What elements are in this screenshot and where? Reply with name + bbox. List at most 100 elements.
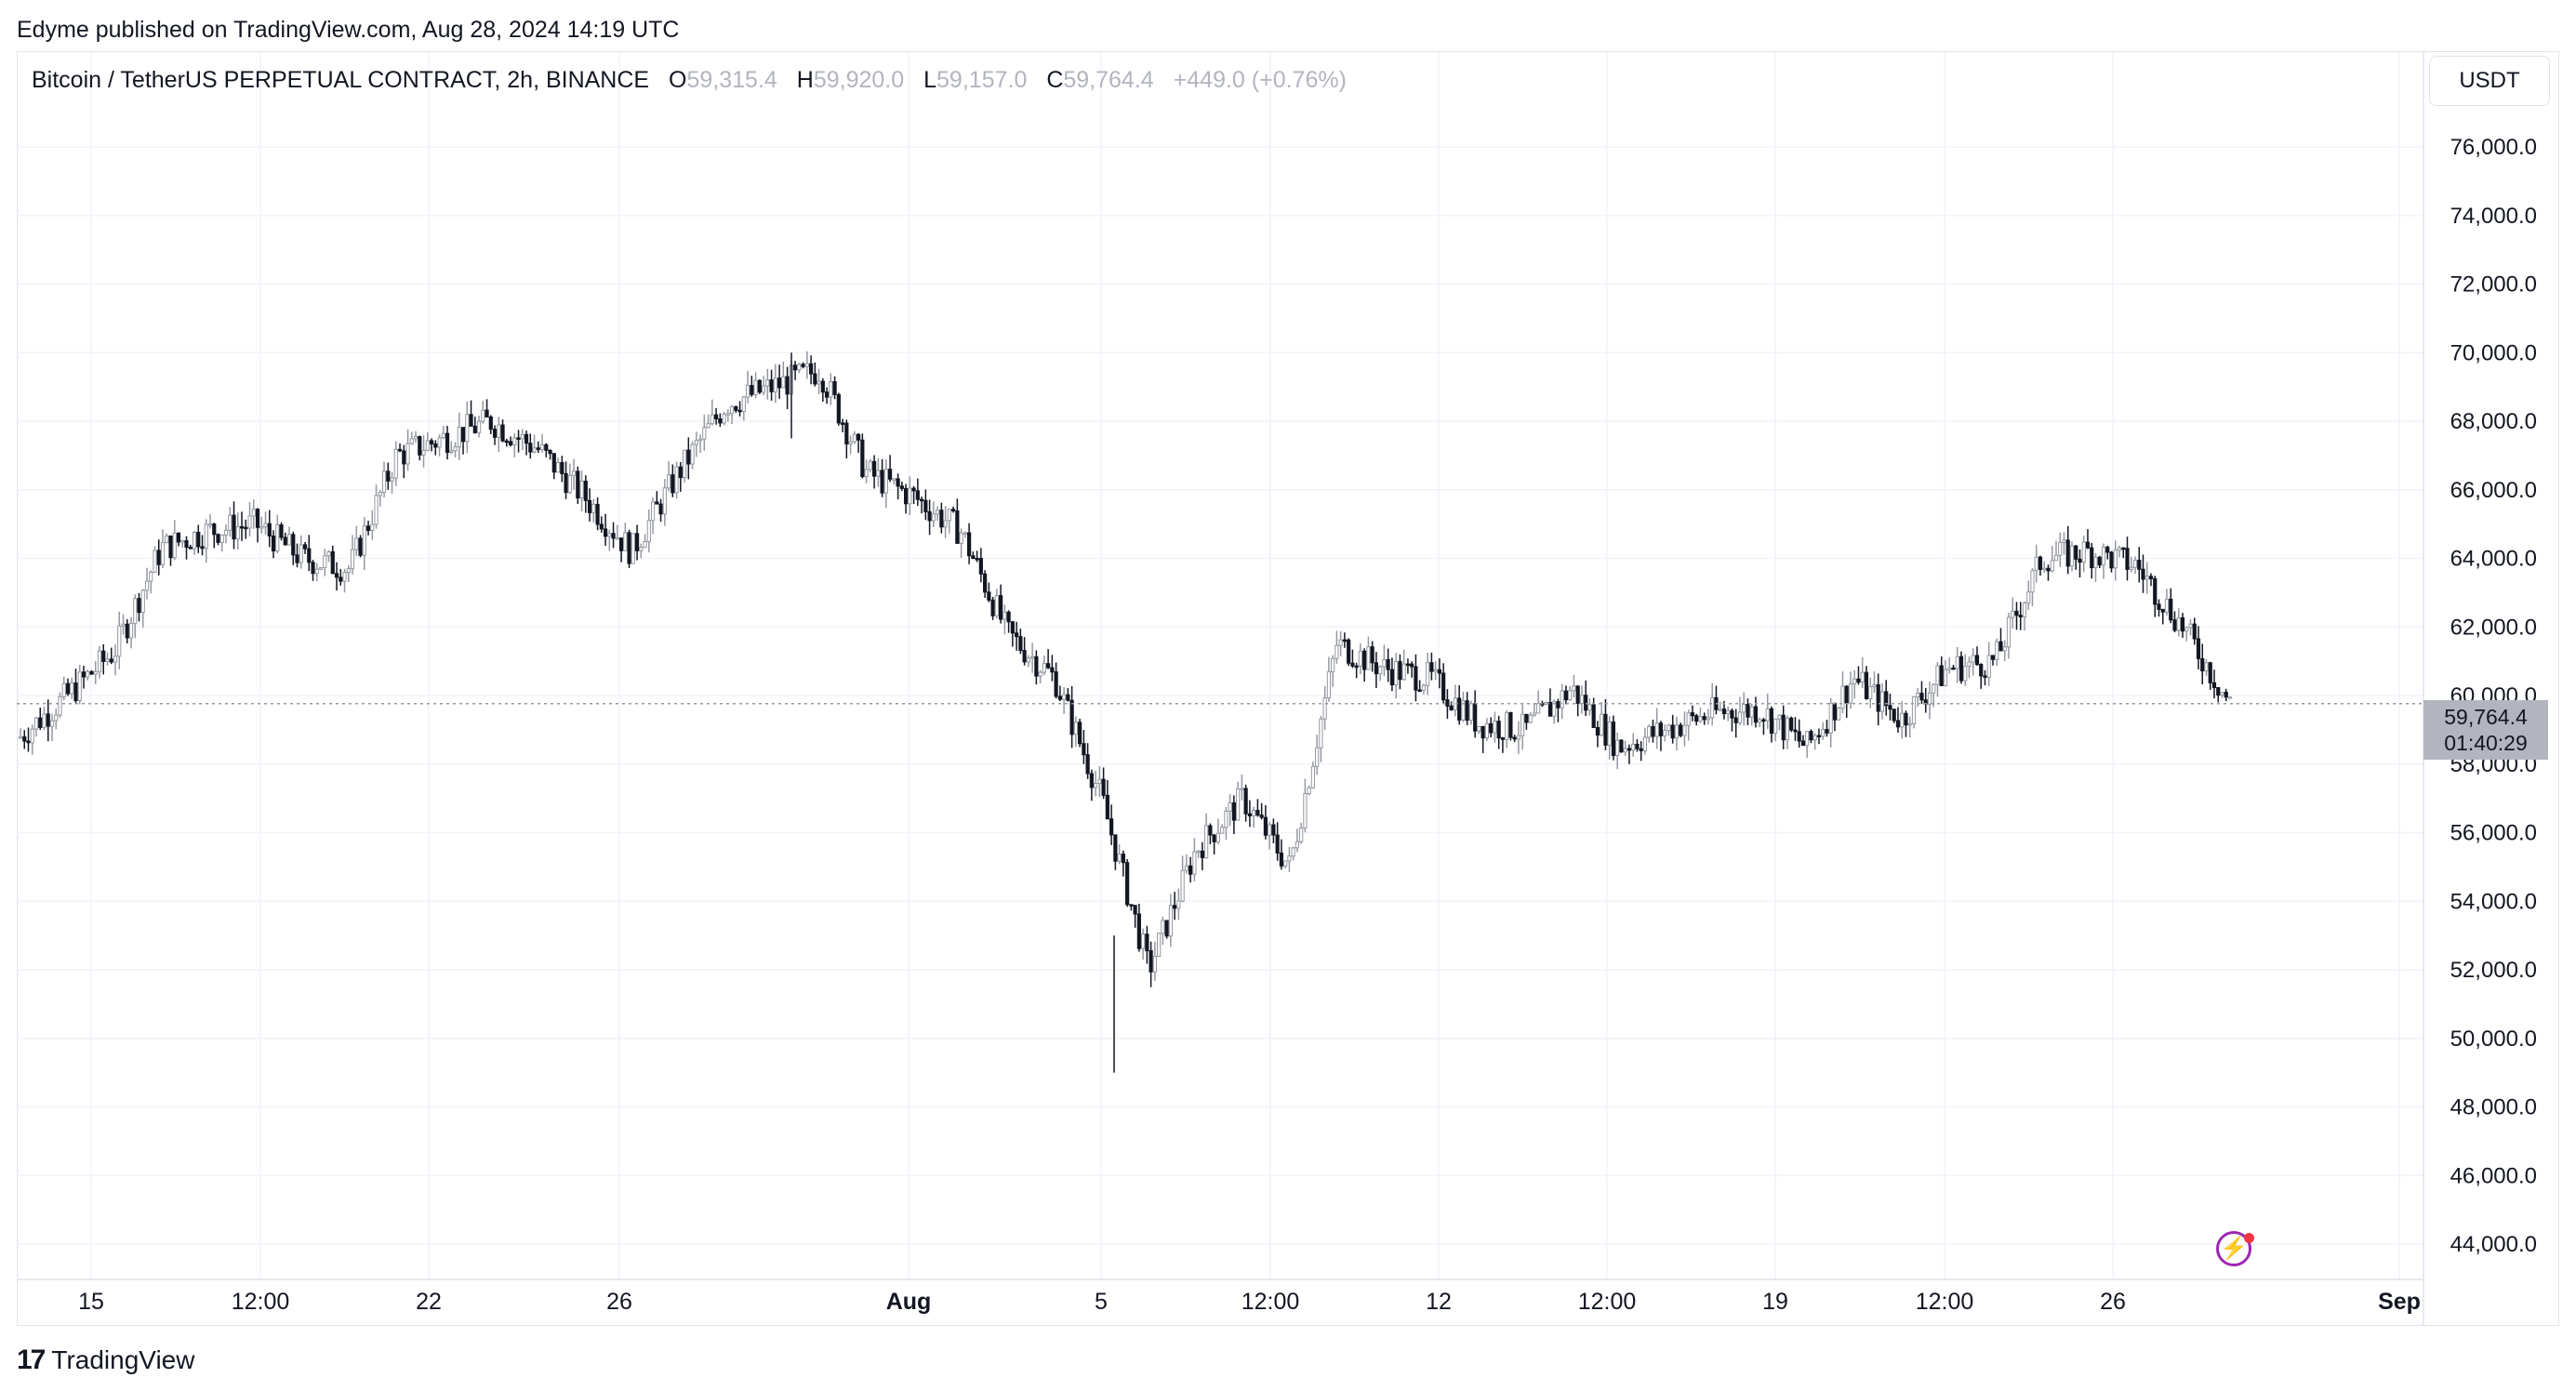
candle: [1414, 654, 1418, 702]
candle: [196, 524, 201, 553]
candle: [433, 440, 438, 456]
candle: [1923, 687, 1928, 713]
currency-button[interactable]: USDT: [2429, 56, 2550, 106]
candle: [1038, 669, 1042, 684]
candle: [449, 441, 454, 455]
candle: [1382, 644, 1387, 677]
candle: [896, 473, 900, 500]
candle: [1560, 683, 1564, 720]
candle: [1718, 701, 1722, 712]
candle: [460, 427, 466, 455]
candle: [829, 373, 833, 405]
candle: [1749, 703, 1754, 726]
candle: [871, 455, 877, 489]
candle: [334, 562, 339, 591]
candle: [1073, 716, 1078, 747]
candle: [2105, 545, 2110, 560]
candle: [804, 351, 809, 379]
candle: [955, 498, 960, 544]
candle: [931, 501, 936, 527]
candle: [350, 535, 355, 575]
candle: [1963, 654, 1968, 686]
candle: [1433, 661, 1438, 681]
candle: [228, 507, 232, 537]
candle: [1955, 646, 1959, 683]
candle: [1840, 670, 1845, 714]
x-tick-label: 12:00: [1916, 1289, 1974, 1315]
candle: [967, 523, 972, 564]
candle: [1347, 638, 1351, 667]
candle: [1821, 722, 1826, 740]
candle: [1152, 941, 1157, 981]
candle: [2011, 597, 2015, 629]
candle: [1136, 903, 1141, 952]
candle: [1800, 735, 1806, 747]
candle: [113, 643, 118, 676]
candle: [1547, 688, 1553, 717]
candle: [1334, 630, 1339, 664]
lightning-icon[interactable]: ⚡: [2216, 1231, 2251, 1266]
candle: [2062, 532, 2066, 555]
candle: [386, 462, 391, 490]
candle: [662, 479, 667, 526]
candle: [1532, 702, 1537, 717]
candle: [283, 532, 287, 546]
high-value: 59,920.0: [813, 67, 905, 93]
symbol-title[interactable]: Bitcoin / TetherUS PERPETUAL CONTRACT, 2…: [32, 67, 650, 93]
candle: [1362, 648, 1367, 682]
candle: [2085, 529, 2091, 550]
candle: [583, 475, 588, 513]
candle: [963, 531, 967, 538]
candle: [271, 530, 276, 559]
candle: [418, 435, 422, 461]
candle: [883, 459, 888, 509]
candle: [1990, 655, 1996, 666]
candle: [1663, 724, 1667, 742]
candle: [457, 412, 461, 461]
candle: [307, 535, 312, 572]
candle: [2144, 562, 2149, 594]
candle: [1417, 680, 1422, 693]
candle: [781, 361, 786, 389]
tradingview-brand[interactable]: 17 TradingView: [17, 1345, 194, 1376]
candle: [1034, 650, 1039, 685]
candle: [734, 405, 738, 413]
candle: [1366, 636, 1371, 670]
candle: [1927, 682, 1932, 720]
candle: [176, 532, 181, 547]
candle: [690, 441, 695, 470]
candle: [1884, 680, 1889, 716]
candle: [223, 524, 229, 544]
candle: [405, 429, 410, 471]
candle: [1505, 709, 1509, 748]
candle: [2113, 540, 2118, 581]
candle: [1398, 654, 1402, 690]
candle: [239, 511, 245, 541]
candle: [1089, 769, 1094, 801]
candle: [650, 497, 656, 535]
candle: [1263, 804, 1268, 840]
candle: [1500, 736, 1506, 753]
candle: [1168, 894, 1173, 947]
candle: [314, 563, 319, 582]
candle: [1310, 762, 1315, 789]
candle: [453, 442, 458, 458]
candle: [745, 370, 750, 404]
candle: [1765, 693, 1770, 729]
candle: [465, 401, 470, 454]
candle: [397, 443, 403, 453]
candle: [1421, 683, 1427, 695]
candle: [2184, 626, 2189, 642]
candle: [1793, 717, 1798, 741]
candle: [2172, 611, 2177, 633]
candle: [1986, 642, 1991, 686]
candle: [476, 416, 482, 438]
candle: [1615, 732, 1620, 770]
candle: [1848, 671, 1853, 709]
candle: [1733, 709, 1738, 738]
candle: [1892, 709, 1896, 723]
candle: [2053, 540, 2059, 562]
candle: [1295, 828, 1299, 853]
candle: [469, 400, 473, 427]
